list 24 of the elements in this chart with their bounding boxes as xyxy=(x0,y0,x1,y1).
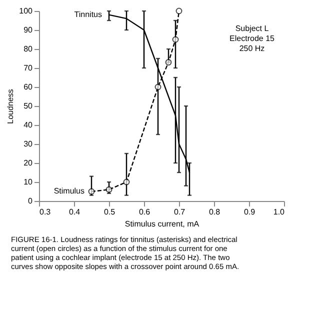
y-tick-label: 70 xyxy=(24,64,34,72)
y-tick-label: 10 xyxy=(24,178,34,186)
y-tick-label: 100 xyxy=(19,6,34,16)
x-tick-label: 0.7 xyxy=(174,208,186,216)
x-tick-label: 0.4 xyxy=(68,208,81,216)
y-tick-label: 60 xyxy=(24,82,34,92)
x-axis-title: Stimulus current, mA xyxy=(124,220,200,228)
y-tick-label: 80 xyxy=(24,44,34,54)
x-tick-label: 1.0 xyxy=(273,208,286,216)
y-tick-label: 20 xyxy=(24,158,34,168)
annotation: Subject L Electrode 15 250 Hz xyxy=(230,24,276,53)
series-label: Stimulus xyxy=(54,186,84,196)
series-label: Tinnitus xyxy=(74,10,102,19)
y-tick-label: 0 xyxy=(28,196,34,206)
y-tick-label: 40 xyxy=(24,120,34,130)
y-tick-label: 90 xyxy=(24,26,34,34)
x-tick-label: 0.5 xyxy=(104,208,116,216)
y-axis-title: Loudness xyxy=(6,89,16,124)
y-tick-label: 30 xyxy=(24,140,34,148)
x-tick-label: 0.9 xyxy=(244,208,256,216)
x-tick-label: 0.8 xyxy=(208,208,221,216)
x-tick-label: 0.6 xyxy=(138,208,151,216)
y-tick-label: 50 xyxy=(24,102,34,110)
x-tick-label: 0.3 xyxy=(40,208,52,216)
